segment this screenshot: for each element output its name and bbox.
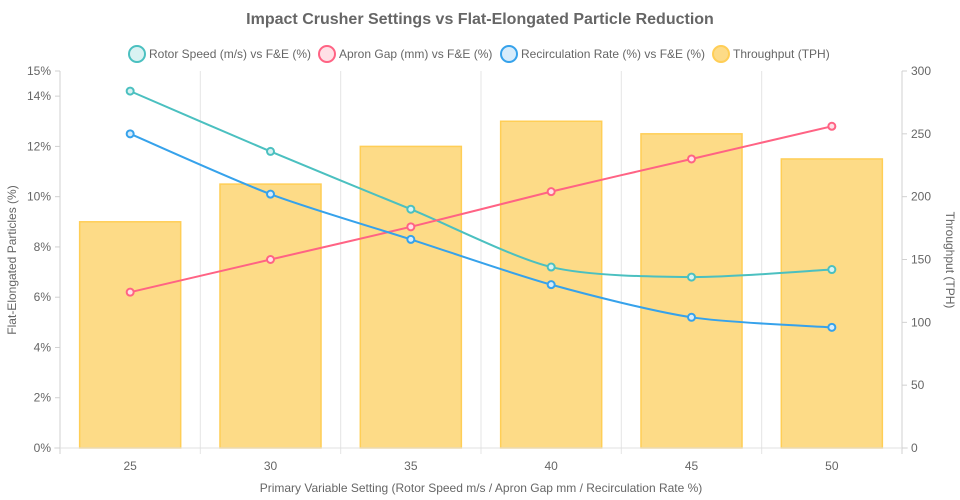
lines xyxy=(125,86,837,332)
y-left-tick-label: 6% xyxy=(34,290,52,304)
legend-label: Recirculation Rate (%) vs F&E (%) xyxy=(521,47,705,61)
x-tick-label: 25 xyxy=(123,459,137,473)
y-left-tick-label: 14% xyxy=(27,89,51,103)
data-point xyxy=(827,265,837,275)
y-axis-left-title: Flat-Elongated Particles (%) xyxy=(5,185,19,334)
bar xyxy=(219,183,322,449)
chart-title: Impact Crusher Settings vs Flat-Elongate… xyxy=(246,11,714,28)
data-point xyxy=(266,255,275,264)
legend-item: Apron Gap (mm) vs F&E (%) xyxy=(318,45,492,63)
data-point xyxy=(266,146,275,156)
data-point xyxy=(125,287,135,297)
y-right-tick-label: 200 xyxy=(911,190,931,204)
data-point xyxy=(266,189,275,199)
y-left-tick-label: 15% xyxy=(27,64,51,78)
axes: 0% 2% 4% 6% 8% 10% 12% 14% 15% 0 50 100 150 200 250 300… xyxy=(27,64,931,473)
legend: Rotor Speed (m/s) vs F&E (%) Apron Gap (m… xyxy=(128,45,830,63)
y-axis-right-title: Throughput (TPH) xyxy=(943,212,957,309)
data-point xyxy=(406,222,416,232)
y-left-tick-label: 2% xyxy=(34,391,52,405)
x-tick-label: 30 xyxy=(264,459,278,473)
data-point xyxy=(546,187,556,197)
y-left-tick-label: 10% xyxy=(27,190,51,204)
data-point xyxy=(687,272,696,282)
data-point xyxy=(827,121,837,131)
y-right-tick-label: 150 xyxy=(911,253,931,267)
legend-label: Apron Gap (mm) vs F&E (%) xyxy=(339,47,492,61)
bar xyxy=(78,221,182,449)
x-tick-label: 45 xyxy=(685,459,699,473)
data-point xyxy=(406,204,416,214)
series-line xyxy=(129,125,833,294)
y-right-tick-label: 100 xyxy=(911,315,931,329)
series-line xyxy=(129,90,832,279)
y-right-tick-label: 250 xyxy=(911,127,931,141)
data-point xyxy=(687,154,696,164)
legend-item: Throughput (TPH) xyxy=(712,45,830,63)
data-point xyxy=(687,312,696,322)
data-point xyxy=(827,322,837,332)
legend-label: Throughput (TPH) xyxy=(733,47,830,61)
legend-item: Rotor Speed (m/s) vs F&E (%) xyxy=(128,45,311,63)
bars xyxy=(78,120,884,449)
series-line xyxy=(129,132,832,329)
y-left-tick-label: 8% xyxy=(34,240,52,254)
y-left-tick-label: 4% xyxy=(34,340,52,354)
data-point xyxy=(406,234,416,244)
bar xyxy=(359,145,463,449)
data-point xyxy=(546,280,556,290)
data-point xyxy=(546,262,556,272)
bar xyxy=(780,158,884,449)
legend-item: Recirculation Rate (%) vs F&E (%) xyxy=(500,45,705,63)
legend-swatch-icon xyxy=(500,45,518,63)
y-right-tick-label: 0 xyxy=(911,441,918,455)
y-right-tick-label: 300 xyxy=(911,64,931,78)
data-point xyxy=(125,129,135,139)
legend-swatch-icon xyxy=(712,45,730,63)
y-left-tick-label: 12% xyxy=(27,139,51,153)
legend-label: Rotor Speed (m/s) vs F&E (%) xyxy=(149,47,311,61)
x-tick-label: 40 xyxy=(544,459,558,473)
data-point xyxy=(125,86,135,96)
legend-swatch-icon xyxy=(128,45,146,63)
x-tick-label: 35 xyxy=(404,459,418,473)
y-right-tick-label: 50 xyxy=(911,378,925,392)
legend-swatch-icon xyxy=(318,45,336,63)
bar xyxy=(640,133,743,449)
y-left-tick-label: 0% xyxy=(34,441,52,455)
x-tick-label: 50 xyxy=(825,459,839,473)
x-axis-title: Primary Variable Setting (Rotor Speed m/… xyxy=(260,481,703,495)
